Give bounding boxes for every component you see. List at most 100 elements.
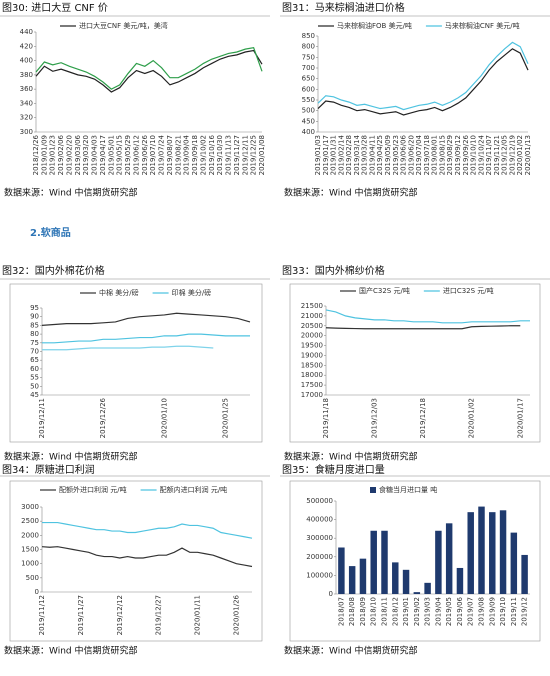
x-tick-label: 2020/01/26	[232, 594, 240, 635]
series-line	[35, 49, 263, 93]
y-tick-label: 3000	[21, 503, 39, 511]
x-tick-label: 2019/05/09	[384, 135, 392, 175]
y-tick-label: 90	[30, 313, 39, 321]
series-line	[42, 345, 214, 351]
y-tick-label: 75	[30, 339, 39, 347]
x-tick-label: 2019/06/06	[400, 134, 408, 175]
chart-frame	[289, 480, 541, 642]
x-tick-label: 2019/07/18	[423, 135, 431, 175]
y-tick-label: 70	[30, 348, 39, 356]
y-tick-label: 450	[302, 117, 315, 125]
x-tick-label: 2019/04/25	[376, 135, 384, 175]
bar	[370, 530, 377, 594]
bar	[510, 532, 518, 594]
x-tick-label: 2019/06/12	[132, 135, 140, 175]
y-tick-label: 17000	[301, 391, 323, 399]
y-tick-label: 380	[20, 71, 33, 79]
y-tick-label: 400000	[306, 516, 333, 524]
y-tick-label: 300000	[306, 534, 333, 542]
x-tick-label: 2019/05/23	[392, 135, 400, 175]
x-tick-label: 2019/01/03	[314, 135, 322, 175]
x-tick-label: 2019/03/14	[353, 134, 361, 175]
x-tick-label: 2019/09/12	[454, 135, 462, 175]
y-tick-label: 300	[20, 128, 33, 136]
source-note: 数据来源：Wind 中信期货研究部	[4, 451, 137, 463]
x-tick-label: 2019/11/21	[493, 135, 501, 175]
x-tick-label: 2019/03/06	[74, 134, 82, 175]
y-tick-label: 500	[302, 107, 315, 115]
x-tick-label: 2019/05/29	[124, 135, 132, 175]
y-tick-label: 21000	[301, 312, 323, 320]
x-tick-label: 2019/12	[521, 597, 529, 626]
y-tick-label: 650	[302, 75, 315, 83]
y-tick-label: 19000	[301, 351, 323, 359]
x-tick-label: 2020/01/02	[468, 398, 476, 438]
x-tick-label: 2019/11/07	[485, 135, 493, 175]
x-tick-label: 2018/09	[359, 597, 367, 626]
chart-title: 图32：国内外棉花价格	[2, 264, 105, 277]
y-tick-label: 2500	[21, 517, 39, 525]
x-tick-label: 2019/07/04	[415, 134, 423, 175]
y-tick-label: 19500	[301, 342, 323, 350]
y-tick-label: 200000	[306, 553, 333, 561]
x-tick-label: 2019/05/15	[116, 135, 124, 175]
y-tick-label: 360	[20, 85, 33, 93]
series-line	[35, 47, 263, 90]
bar	[489, 512, 496, 594]
x-tick-label: 2019/12/19	[508, 135, 516, 175]
x-tick-label: 2020/01/10	[160, 398, 168, 438]
x-tick-label: 2019/10/02	[199, 135, 207, 175]
y-tick-label: 17500	[301, 381, 323, 389]
y-tick-label: 500	[26, 574, 39, 582]
y-tick-label: 850	[302, 32, 315, 40]
bar	[413, 592, 421, 594]
x-tick-label: 2019/11/27	[233, 135, 241, 175]
legend-label: 进口C32S 元/吨	[443, 286, 494, 295]
x-tick-label: 2019/09/04	[183, 134, 191, 175]
series-line	[325, 309, 530, 324]
x-tick-label: 2019/01	[402, 597, 410, 626]
x-tick-label: 2019/03/28	[361, 135, 369, 175]
x-tick-label: 2019/12/03	[371, 398, 379, 438]
y-tick-label: 440	[20, 28, 33, 36]
x-tick-label: 2019/08	[478, 597, 486, 626]
chart-title: 图33：国内外棉纱价格	[282, 264, 385, 277]
bar	[338, 547, 345, 594]
chart-title: 图30: 进口大豆 CNF 价	[2, 1, 108, 14]
legend-label: 配额外进口利润 元/吨	[59, 485, 127, 494]
x-tick-label: 2019/09/18	[191, 135, 199, 175]
x-tick-label: 2019/12/25	[250, 135, 258, 175]
chart-frame	[9, 283, 263, 443]
legend-swatch	[370, 487, 376, 493]
source-note: 数据来源：Wind 中信期货研究部	[284, 645, 417, 657]
chart-frame	[9, 480, 263, 642]
source-note: 数据来源：Wind 中信期货研究部	[4, 645, 137, 657]
x-tick-label: 2019/02/28	[345, 135, 353, 175]
y-tick-label: 20500	[301, 322, 323, 330]
x-tick-label: 2018/11	[381, 597, 389, 626]
x-tick-label: 2019/10/16	[208, 134, 216, 175]
x-tick-label: 2019/01/09	[40, 135, 48, 175]
x-tick-label: 2019/12/12	[116, 595, 124, 635]
y-tick-label: 2000	[21, 531, 39, 539]
y-tick-label: 400	[20, 57, 33, 65]
y-tick-label: 60	[30, 365, 39, 373]
y-tick-label: 85	[30, 321, 39, 329]
y-tick-label: 320	[20, 114, 33, 122]
x-tick-label: 2019/12/11	[38, 398, 46, 438]
bar	[467, 512, 474, 594]
x-tick-label: 2019/11/13	[225, 135, 233, 175]
x-tick-label: 2019/11/27	[77, 595, 85, 635]
x-tick-label: 2020/01/13	[524, 135, 532, 175]
bar	[359, 558, 367, 594]
x-tick-label: 2018/08	[348, 597, 356, 626]
x-tick-label: 2019/08/01	[431, 135, 439, 175]
y-tick-label: 400	[302, 128, 315, 136]
series-line	[317, 48, 529, 116]
x-tick-label: 2018/12	[391, 597, 399, 626]
y-tick-label: 50	[30, 382, 39, 390]
bar	[445, 523, 453, 594]
legend-label: 配额内进口利润 元/吨	[160, 485, 228, 494]
x-tick-label: 2019/08/07	[166, 135, 174, 175]
x-tick-label: 2018/12/26	[32, 134, 40, 175]
